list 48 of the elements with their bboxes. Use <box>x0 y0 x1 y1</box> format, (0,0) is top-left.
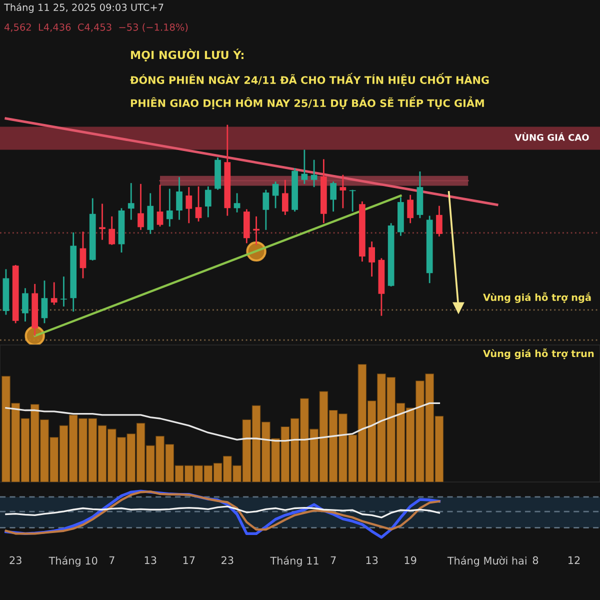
x-tick-label: Tháng Mười hai <box>447 556 526 567</box>
x-tick-label: 17 <box>183 556 195 564</box>
x-tick-label: 23 <box>222 556 234 564</box>
candlestick <box>99 203 106 241</box>
candlestick <box>436 205 442 238</box>
candlestick <box>186 186 192 224</box>
candlestick <box>176 176 182 220</box>
candlestick <box>262 189 270 231</box>
candlestick <box>128 182 134 220</box>
x-tick-label: 19 <box>404 556 416 564</box>
candlestick <box>407 194 414 224</box>
candlestick <box>272 180 279 209</box>
chart-subtitle: ĐÓNG PHIÊN NGÀY 24/11 ĐÃ CHO THẤY TÍN HIỆU CHỐT HÀNG PHIÊN GIAO DỊCH HÔM NAY 25/11 DỰ BÁO SẼ TIẾP TỤC GIẢM <box>130 72 489 110</box>
candlestick <box>310 159 318 188</box>
x-tick-label: 12 <box>568 556 580 564</box>
candlestick <box>108 216 116 246</box>
x-tick-label: 7 <box>109 556 114 564</box>
x-tick-label: Tháng 10 <box>48 556 98 567</box>
text: Tháng 11 25, 2025 09:03 UTC+7 <box>4 3 164 13</box>
candlestick <box>80 230 86 279</box>
candlestick <box>22 287 28 322</box>
candlestick <box>349 189 356 212</box>
x-tick-label: 8 <box>532 556 538 564</box>
candlestick <box>60 276 67 308</box>
candlestick <box>156 184 164 228</box>
candlestick <box>330 180 336 212</box>
x-tick-label: Tháng 11 <box>270 556 318 567</box>
candlestick <box>195 186 202 222</box>
candlestick <box>50 282 58 306</box>
x-tick-label: 13 <box>366 556 378 564</box>
candlestick <box>282 179 288 216</box>
candlestick <box>41 280 48 324</box>
band-label: VÙNG GIÁ CAO <box>514 132 589 141</box>
x-tick-label: 7 <box>330 556 336 564</box>
ref-line-label: Vùng giá hỗ trợ trun <box>483 348 594 360</box>
candlestick <box>340 174 346 209</box>
x-tick-label: 13 <box>144 556 156 564</box>
candlestick <box>204 186 212 218</box>
text: 4,562 L4,436 C4,453 −53 (−1.18%) <box>4 23 188 32</box>
candlestick <box>138 183 144 231</box>
candlestick <box>234 192 240 214</box>
ref-line-label: Vùng giá hỗ trợ ngắ <box>483 292 591 303</box>
x-tick-label: 23 <box>10 556 22 564</box>
candlestick <box>253 216 260 246</box>
chart-title: MỌI NGƯỜI LƯU Ý: <box>131 48 244 62</box>
candlestick <box>368 240 375 278</box>
candlestick <box>301 149 308 185</box>
candlestick <box>166 188 173 228</box>
